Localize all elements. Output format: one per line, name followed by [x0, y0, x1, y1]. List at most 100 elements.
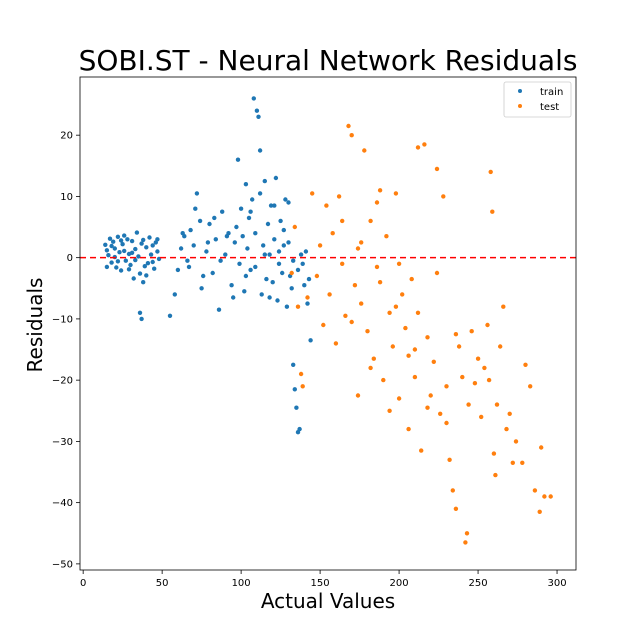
train-point — [207, 221, 212, 227]
test-point — [425, 335, 430, 340]
test-point — [317, 243, 323, 248]
test-point — [381, 377, 386, 383]
train-point — [292, 387, 297, 392]
train-point — [155, 249, 160, 254]
train-point — [115, 259, 121, 264]
train-point — [136, 254, 141, 259]
train-point — [178, 246, 184, 251]
test-point — [434, 166, 440, 172]
train-point — [131, 276, 136, 281]
train-point — [232, 240, 237, 245]
train-point — [210, 270, 215, 276]
train-point — [107, 236, 113, 241]
test-point — [355, 393, 361, 398]
test-point — [469, 329, 474, 334]
test-point — [352, 283, 358, 288]
train-point — [120, 242, 125, 247]
train-point — [133, 246, 138, 252]
train-point — [272, 237, 277, 242]
train-point — [295, 267, 301, 273]
test-point — [444, 384, 449, 389]
test-point — [314, 273, 320, 279]
train-point — [148, 252, 154, 257]
train-point — [256, 114, 261, 120]
test-point — [349, 133, 354, 138]
train-point — [197, 218, 203, 224]
train-point — [175, 267, 181, 273]
test-point — [422, 142, 427, 147]
train-point — [213, 237, 218, 242]
test-point — [431, 359, 436, 364]
test-point — [292, 224, 297, 230]
test-point — [387, 408, 392, 413]
train-point — [270, 280, 275, 285]
y-axis-label: Residuals — [23, 278, 47, 373]
train-point — [191, 243, 196, 248]
test-point — [485, 322, 490, 328]
train-point — [144, 245, 149, 250]
test-point — [359, 240, 364, 245]
train-point — [240, 234, 245, 239]
train-point — [118, 238, 124, 243]
test-point — [298, 371, 304, 377]
test-point — [371, 356, 376, 361]
train-point — [123, 258, 128, 263]
train-point — [185, 258, 190, 263]
x-tick-label: 200 — [390, 578, 409, 589]
test-point — [310, 191, 315, 196]
test-point — [384, 234, 389, 239]
train-point — [237, 261, 242, 266]
train-point — [276, 261, 282, 266]
train-point — [259, 292, 264, 297]
train-point — [128, 262, 133, 268]
train-point — [194, 191, 200, 196]
train-point — [275, 298, 280, 303]
test-point — [305, 295, 310, 300]
train-point — [248, 267, 253, 273]
train-point — [280, 270, 285, 276]
train-point — [302, 283, 307, 288]
y-tick-label: 10 — [60, 192, 73, 203]
y-tick-label: −40 — [52, 498, 73, 509]
train-point — [242, 289, 247, 294]
test-point — [349, 319, 354, 325]
test-point — [396, 261, 402, 266]
train-point — [109, 243, 114, 249]
x-axis-ticks: 0 50 100 150 200 250 300 — [80, 570, 567, 589]
train-point — [129, 250, 135, 255]
train-point — [109, 260, 114, 265]
test-point — [393, 304, 399, 309]
test-point — [324, 203, 329, 208]
train-point — [150, 259, 155, 265]
test-point — [438, 411, 443, 416]
train-point — [286, 240, 291, 245]
test-point — [494, 402, 500, 407]
test-point — [464, 531, 470, 536]
test-point — [490, 209, 495, 214]
test-point — [539, 445, 544, 450]
test-point — [447, 457, 452, 462]
y-tick-label: −10 — [52, 314, 73, 325]
x-tick-label: 0 — [80, 578, 86, 589]
test-point — [488, 169, 493, 175]
legend-marker-test — [518, 104, 522, 108]
test-point — [486, 377, 492, 383]
test-point — [453, 506, 459, 511]
train-point — [137, 310, 143, 315]
train-point — [264, 276, 269, 282]
train-point — [115, 234, 121, 239]
train-point — [286, 200, 291, 205]
test-point — [300, 384, 305, 389]
test-point — [482, 365, 487, 371]
test-point — [377, 188, 383, 193]
train-point — [199, 286, 204, 291]
train-point — [276, 249, 282, 254]
test-point — [475, 356, 481, 361]
train-point — [250, 197, 255, 202]
test-point — [359, 301, 364, 306]
train-point — [289, 286, 294, 291]
train-point — [122, 248, 127, 254]
train-point — [114, 265, 119, 270]
test-point — [321, 322, 326, 328]
